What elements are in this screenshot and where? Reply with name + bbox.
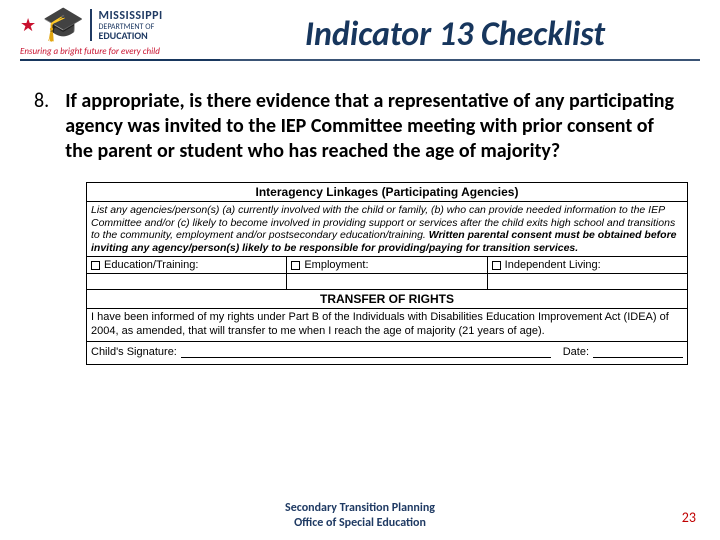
signature-label: Child's Signature: (91, 346, 177, 358)
transfer-text: I have been informed of my rights under … (87, 309, 687, 342)
signature-row: Child's Signature: Date: (87, 342, 687, 364)
page-number: 23 (682, 509, 696, 526)
checkbox-icon (291, 261, 300, 270)
footer-line1: Secondary Transition Planning (0, 501, 720, 515)
instructions: List any agencies/person(s) (a) currentl… (87, 202, 687, 257)
header: ★ 🎓 MISSISSIPPI DEPARTMENT OF EDUCATION … (0, 0, 720, 57)
col-education-label: Education/Training: (104, 259, 198, 271)
footer: Secondary Transition Planning Office of … (0, 501, 720, 530)
date-label: Date: (563, 346, 589, 358)
checklist-item: 8. If appropriate, is there evidence tha… (34, 89, 686, 164)
item-number: 8. (34, 89, 49, 164)
col-education: Education/Training: (87, 257, 287, 273)
section-interagency-title: Interagency Linkages (Participating Agen… (87, 183, 687, 202)
logo-tagline: Ensuring a bright future for every child (20, 46, 210, 57)
item-question: If appropriate, is there evidence that a… (65, 89, 686, 164)
blank-cell (287, 274, 487, 289)
category-row: Education/Training: Employment: Independ… (87, 257, 687, 274)
blank-cell (87, 274, 287, 289)
logo: ★ 🎓 MISSISSIPPI DEPARTMENT OF EDUCATION … (20, 8, 210, 57)
col-employment: Employment: (287, 257, 487, 273)
checkbox-icon (492, 261, 501, 270)
content: 8. If appropriate, is there evidence tha… (0, 61, 720, 365)
logo-state: MISSISSIPPI (98, 9, 162, 23)
col-employment-label: Employment: (304, 259, 368, 271)
form-excerpt: Interagency Linkages (Participating Agen… (86, 182, 688, 365)
date-line (593, 346, 683, 358)
blank-cell (488, 274, 687, 289)
page-title: Indicator 13 Checklist (210, 8, 700, 55)
col-independent: Independent Living: (488, 257, 687, 273)
blank-row (87, 274, 687, 290)
logo-text: MISSISSIPPI DEPARTMENT OF EDUCATION (90, 9, 162, 41)
footer-line2: Office of Special Education (0, 516, 720, 530)
star-icon: ★ (20, 16, 36, 34)
col-independent-label: Independent Living: (505, 259, 601, 271)
grad-cap-icon: 🎓 (42, 8, 84, 42)
section-transfer-title: TRANSFER OF RIGHTS (87, 290, 687, 309)
signature-line (181, 346, 551, 358)
logo-edu: EDUCATION (98, 31, 162, 41)
checkbox-icon (91, 261, 100, 270)
